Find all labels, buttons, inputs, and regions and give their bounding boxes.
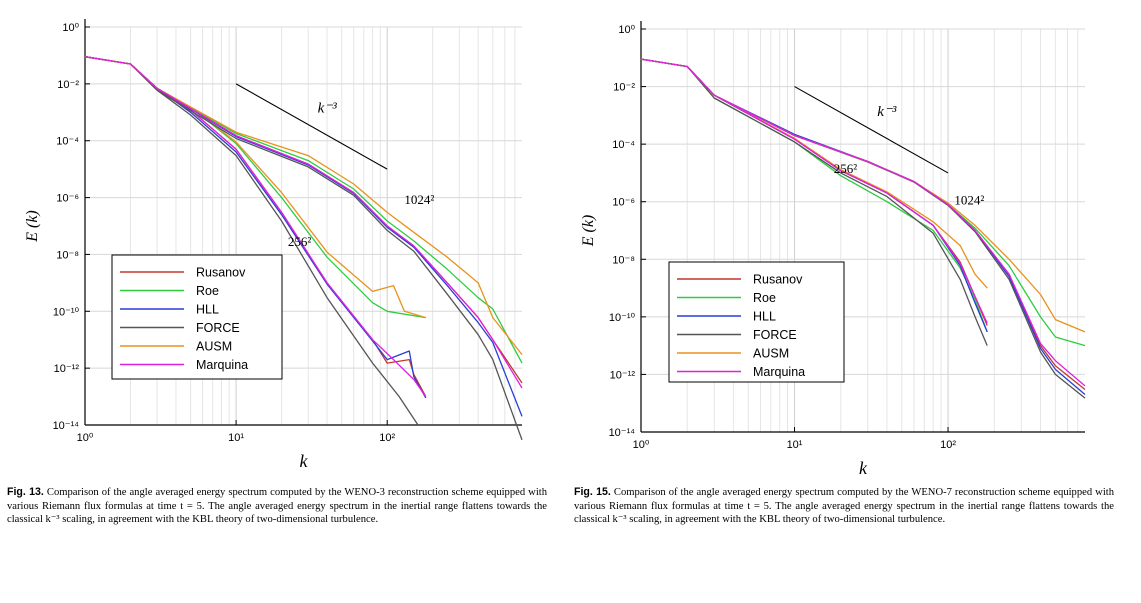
resolution-annotation: 1024² — [404, 192, 434, 207]
legend-box — [111, 254, 283, 380]
x-tick-label: 10¹ — [787, 439, 803, 451]
y-tick-label: 10⁻¹⁰ — [609, 312, 636, 324]
caption-text: Comparison of the angle averaged energy … — [7, 487, 547, 526]
reference-slope-line — [235, 83, 388, 170]
y-tick-label: 10⁻² — [57, 79, 79, 91]
legend-label: HLL — [753, 310, 776, 324]
legend-label: Rusanov — [196, 266, 246, 280]
legend-label: Roe — [196, 284, 219, 298]
series-line — [640, 58, 1086, 387]
y-tick-label: 10⁻⁶ — [56, 193, 79, 205]
x-tick-label: 10² — [379, 432, 395, 444]
resolution-annotation: 1024² — [954, 193, 984, 208]
x-axis-label: k — [859, 458, 868, 478]
legend-label: FORCE — [753, 328, 797, 342]
y-tick-label: 10⁻¹⁴ — [609, 427, 636, 439]
chart-legend: Rusanov Roe HLL FORCE AUSM Marquina — [111, 254, 283, 380]
y-tick-label: 10⁻² — [613, 82, 635, 94]
legend-label: AUSM — [196, 340, 232, 354]
slope-annotation: k⁻³ — [318, 101, 338, 117]
figure-15: 10⁰ 10⁻² 10⁻⁴ 10⁻⁶ 10⁻⁸ 10⁻¹⁰ 10⁻¹² 10⁻¹⁴ 10⁰ 10¹… — [565, 0, 1125, 603]
legend-label: Rusanov — [753, 273, 803, 287]
y-tick-label: 10⁻⁴ — [612, 139, 635, 151]
y-tick-label: 10⁻⁶ — [612, 197, 635, 209]
legend-label: FORCE — [196, 321, 240, 335]
legend-label: Roe — [753, 291, 776, 305]
y-tick-label: 10⁻⁸ — [56, 249, 79, 261]
caption-label: Fig. 15. — [574, 486, 611, 498]
resolution-annotation: 256² — [288, 234, 312, 249]
figure-caption: Fig. 13. Comparison of the angle average… — [7, 486, 547, 527]
y-tick-label: 10⁰ — [618, 24, 635, 36]
reference-slope-line — [794, 86, 949, 174]
x-tick-label: 10² — [940, 439, 956, 451]
y-tick-label: 10⁻⁴ — [56, 136, 79, 148]
caption-text: Comparison of the angle averaged energy … — [574, 487, 1114, 526]
series-line — [640, 58, 988, 289]
figure-caption: Fig. 15. Comparison of the angle average… — [574, 486, 1114, 527]
y-tick-label: 10⁻⁸ — [612, 254, 635, 266]
y-tick-label: 10⁻¹² — [610, 369, 636, 381]
y-axis-label: E (k) — [580, 215, 597, 248]
x-tick-label: 10¹ — [228, 432, 244, 444]
resolution-annotation: 256² — [834, 161, 858, 176]
series-line — [84, 56, 523, 441]
legend-box — [668, 261, 845, 383]
series-line — [84, 56, 523, 389]
y-tick-label: 10⁻¹² — [54, 363, 80, 375]
y-axis-label: E (k) — [24, 210, 41, 243]
y-tick-label: 10⁰ — [62, 22, 79, 34]
x-axis-label: k — [300, 451, 309, 471]
legend-label: Marquina — [753, 365, 805, 379]
y-tick-label: 10⁻¹⁰ — [53, 306, 80, 318]
y-tick-label: 10⁻¹⁴ — [53, 420, 80, 432]
figure-13: 10⁰ 10⁻² 10⁻⁴ 10⁻⁶ 10⁻⁸ 10⁻¹⁰ 10⁻¹² 10⁻¹⁴ 10⁰ 10¹… — [0, 0, 560, 603]
slope-annotation: k⁻³ — [877, 104, 897, 120]
legend-label: HLL — [196, 303, 219, 317]
series-line — [640, 58, 988, 346]
x-tick-label: 10⁰ — [633, 439, 650, 451]
x-tick-label: 10⁰ — [77, 432, 94, 444]
legend-label: Marquina — [196, 358, 248, 372]
caption-label: Fig. 13. — [7, 486, 44, 498]
legend-label: AUSM — [753, 347, 789, 361]
chart-legend: Rusanov Roe HLL FORCE AUSM Marquina — [668, 261, 845, 383]
